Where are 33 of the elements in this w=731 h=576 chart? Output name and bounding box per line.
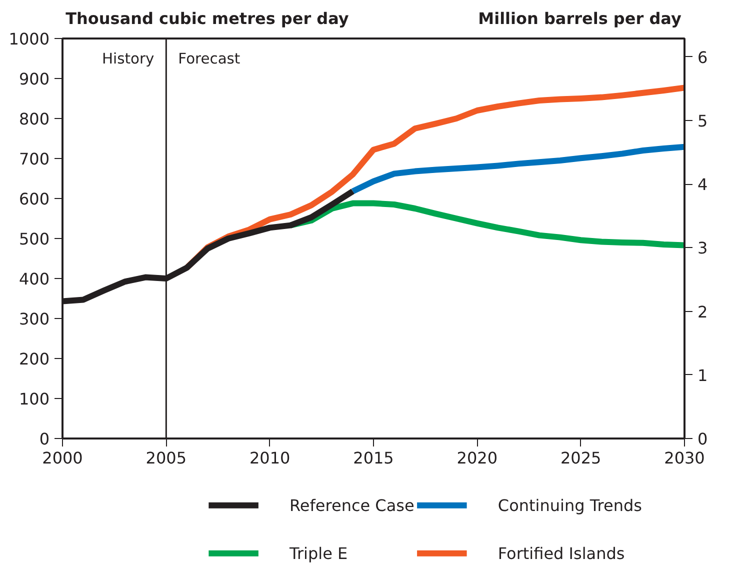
y-tick-label: 900 — [18, 70, 50, 88]
y-tick-label: 300 — [18, 310, 50, 328]
y-axis-title: Thousand cubic metres per day — [66, 9, 350, 28]
y2-tick-label: 3 — [698, 238, 708, 258]
y-tick-label: 600 — [18, 190, 50, 208]
x-tick-label: 2000 — [42, 448, 83, 468]
y2-axis-title: Million barrels per day — [478, 9, 682, 28]
y2-tick-label: 1 — [698, 366, 708, 385]
legend-label: Triple E — [288, 544, 348, 563]
x-tick-label: 2025 — [560, 448, 602, 468]
annotation: Forecast — [178, 50, 240, 68]
y-tick-label: 400 — [18, 270, 50, 288]
x-tick-label: 2015 — [353, 448, 394, 468]
y-tick-label: 100 — [18, 390, 50, 408]
x-tick-label: 2005 — [146, 448, 187, 468]
y2-tick-label: 0 — [698, 430, 708, 448]
y-tick-label: 700 — [18, 150, 50, 168]
legend-label: Continuing Trends — [498, 496, 642, 515]
y-tick-label: 500 — [18, 230, 50, 248]
annotation: History — [102, 50, 154, 68]
x-tick-label: 2020 — [456, 448, 498, 468]
x-tick-label: 2030 — [664, 448, 705, 468]
y2-tick-label: 6 — [698, 48, 708, 67]
y-tick-label: 200 — [18, 350, 50, 368]
y2-tick-label: 5 — [698, 112, 708, 131]
x-tick-label: 2010 — [249, 448, 290, 468]
legend-label: Fortified Islands — [498, 544, 625, 563]
legend-label: Reference Case — [290, 496, 414, 515]
y-tick-label: 0 — [39, 430, 50, 448]
y-tick-label: 800 — [18, 110, 50, 128]
y2-tick-label: 2 — [698, 302, 708, 322]
y-tick-label: 1000 — [8, 30, 50, 48]
y2-tick-label: 4 — [698, 175, 708, 194]
